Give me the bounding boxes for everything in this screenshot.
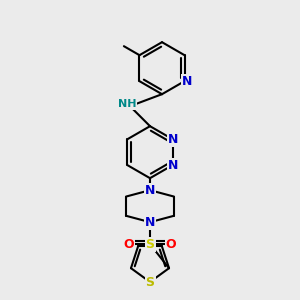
Text: N: N [168,159,179,172]
Text: N: N [182,75,193,88]
Text: S: S [146,238,154,251]
Text: N: N [145,184,155,197]
Text: O: O [124,238,134,251]
Text: N: N [145,216,155,229]
Text: NH: NH [118,99,136,109]
Text: N: N [168,133,179,146]
Text: S: S [146,275,154,289]
Text: O: O [166,238,176,251]
